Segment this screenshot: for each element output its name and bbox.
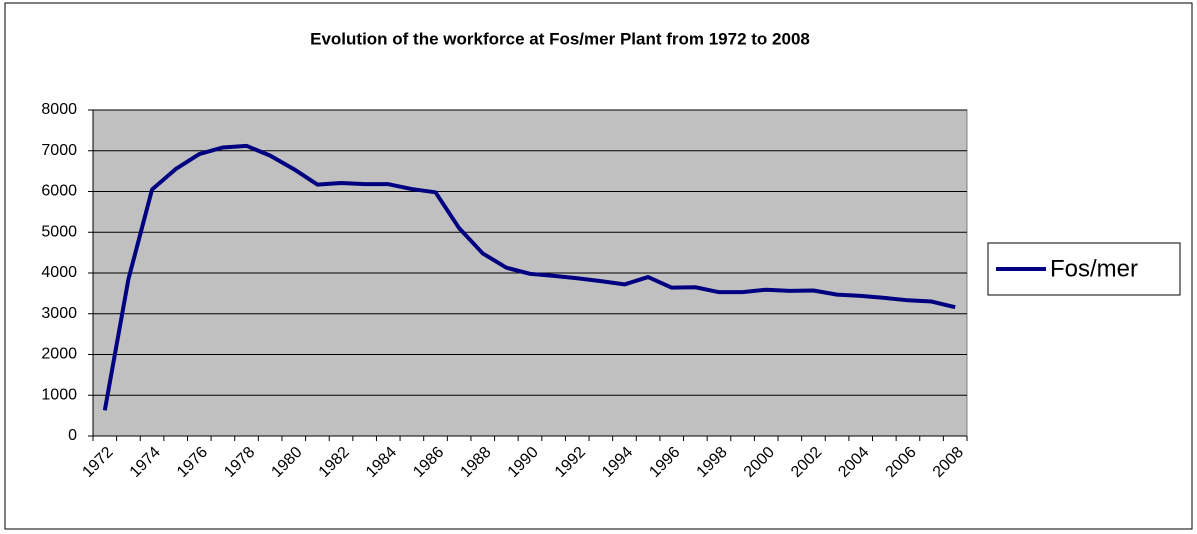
y-tick-label: 4000	[41, 264, 77, 281]
data-line	[102, 143, 956, 411]
y-tick-label: 6000	[41, 183, 77, 200]
y-tick-label: 2000	[41, 346, 77, 363]
y-tick-label: 0	[68, 427, 77, 444]
y-tick-label: 5000	[41, 223, 77, 240]
legend-label: Fos/mer	[1050, 255, 1138, 282]
y-tick-label: 1000	[41, 386, 77, 403]
y-tick-label: 3000	[41, 305, 77, 322]
y-tick-label: 8000	[41, 101, 77, 118]
chart-title: Evolution of the workforce at Fos/mer Pl…	[310, 29, 810, 48]
y-tick-label: 7000	[41, 142, 77, 159]
